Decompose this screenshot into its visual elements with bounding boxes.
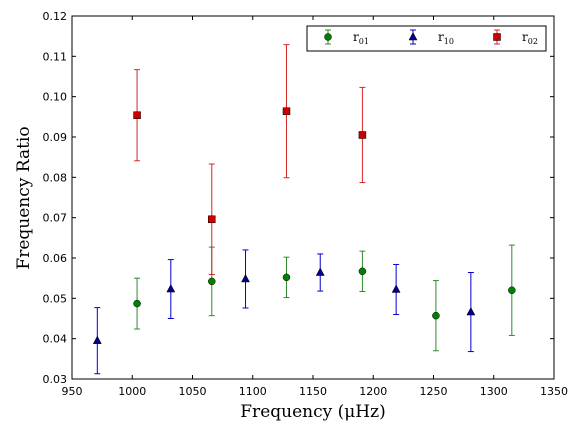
y-tick-label: 0.12: [43, 10, 68, 23]
legend: r01 r10 r02: [306, 25, 547, 52]
legend-box: [306, 25, 547, 52]
data-point: [466, 307, 476, 316]
data-point: [133, 299, 141, 308]
y-tick-label: 0.05: [43, 292, 68, 305]
data-point: [166, 284, 176, 293]
y-tick-label: 0.09: [43, 131, 68, 144]
data-point: [282, 273, 291, 282]
series-r10: [92, 249, 476, 375]
x-tick-label: 1100: [239, 385, 267, 398]
y-tick-label: 0.03: [43, 373, 68, 386]
data-point: [208, 215, 216, 224]
series-r01: [133, 244, 516, 352]
data-point: [241, 273, 250, 283]
x-tick-label: 1150: [299, 385, 327, 398]
x-tick-label: 1300: [480, 385, 508, 398]
legend-marker: [408, 31, 418, 41]
x-tick-label: 1250: [420, 385, 448, 398]
y-tick-label: 0.10: [43, 91, 68, 104]
data-point: [391, 284, 401, 293]
data-point: [432, 311, 440, 320]
x-tick-label: 950: [62, 385, 83, 398]
legend-label-r10: r10: [438, 30, 454, 46]
y-tick-label: 0.07: [43, 212, 68, 225]
data-point: [358, 267, 367, 276]
x-tick-label: 1200: [359, 385, 387, 398]
legend-marker: [493, 33, 501, 41]
series-r02: [133, 44, 367, 276]
x-tick-label: 1000: [118, 385, 146, 398]
legend-label-r02: r02: [522, 30, 538, 46]
data-point: [133, 111, 141, 119]
y-tick-label: 0.11: [43, 50, 68, 63]
y-tick-label: 0.04: [43, 333, 68, 346]
y-tick-label: 0.06: [43, 252, 68, 265]
x-axis-label: Frequency (μHz): [240, 402, 385, 422]
x-tick-label: 1050: [179, 385, 207, 398]
data-point: [208, 277, 216, 286]
x-tick-label: 1350: [540, 385, 568, 398]
data-point: [92, 335, 102, 344]
data-point: [315, 267, 325, 276]
data-point: [282, 107, 291, 115]
data-point: [508, 286, 516, 295]
y-axis-label: Frequency Ratio: [14, 126, 34, 269]
legend-label-r01: r01: [353, 30, 369, 46]
axis-ticks: 950 1000 1050 1100 1150 1200 1250 1300 1350 0.03 0…: [43, 10, 569, 398]
y-tick-label: 0.08: [43, 171, 68, 184]
data-point: [358, 131, 367, 139]
plot-frame: [71, 15, 555, 380]
data-marks: [92, 44, 516, 375]
legend-marker: [324, 33, 332, 41]
